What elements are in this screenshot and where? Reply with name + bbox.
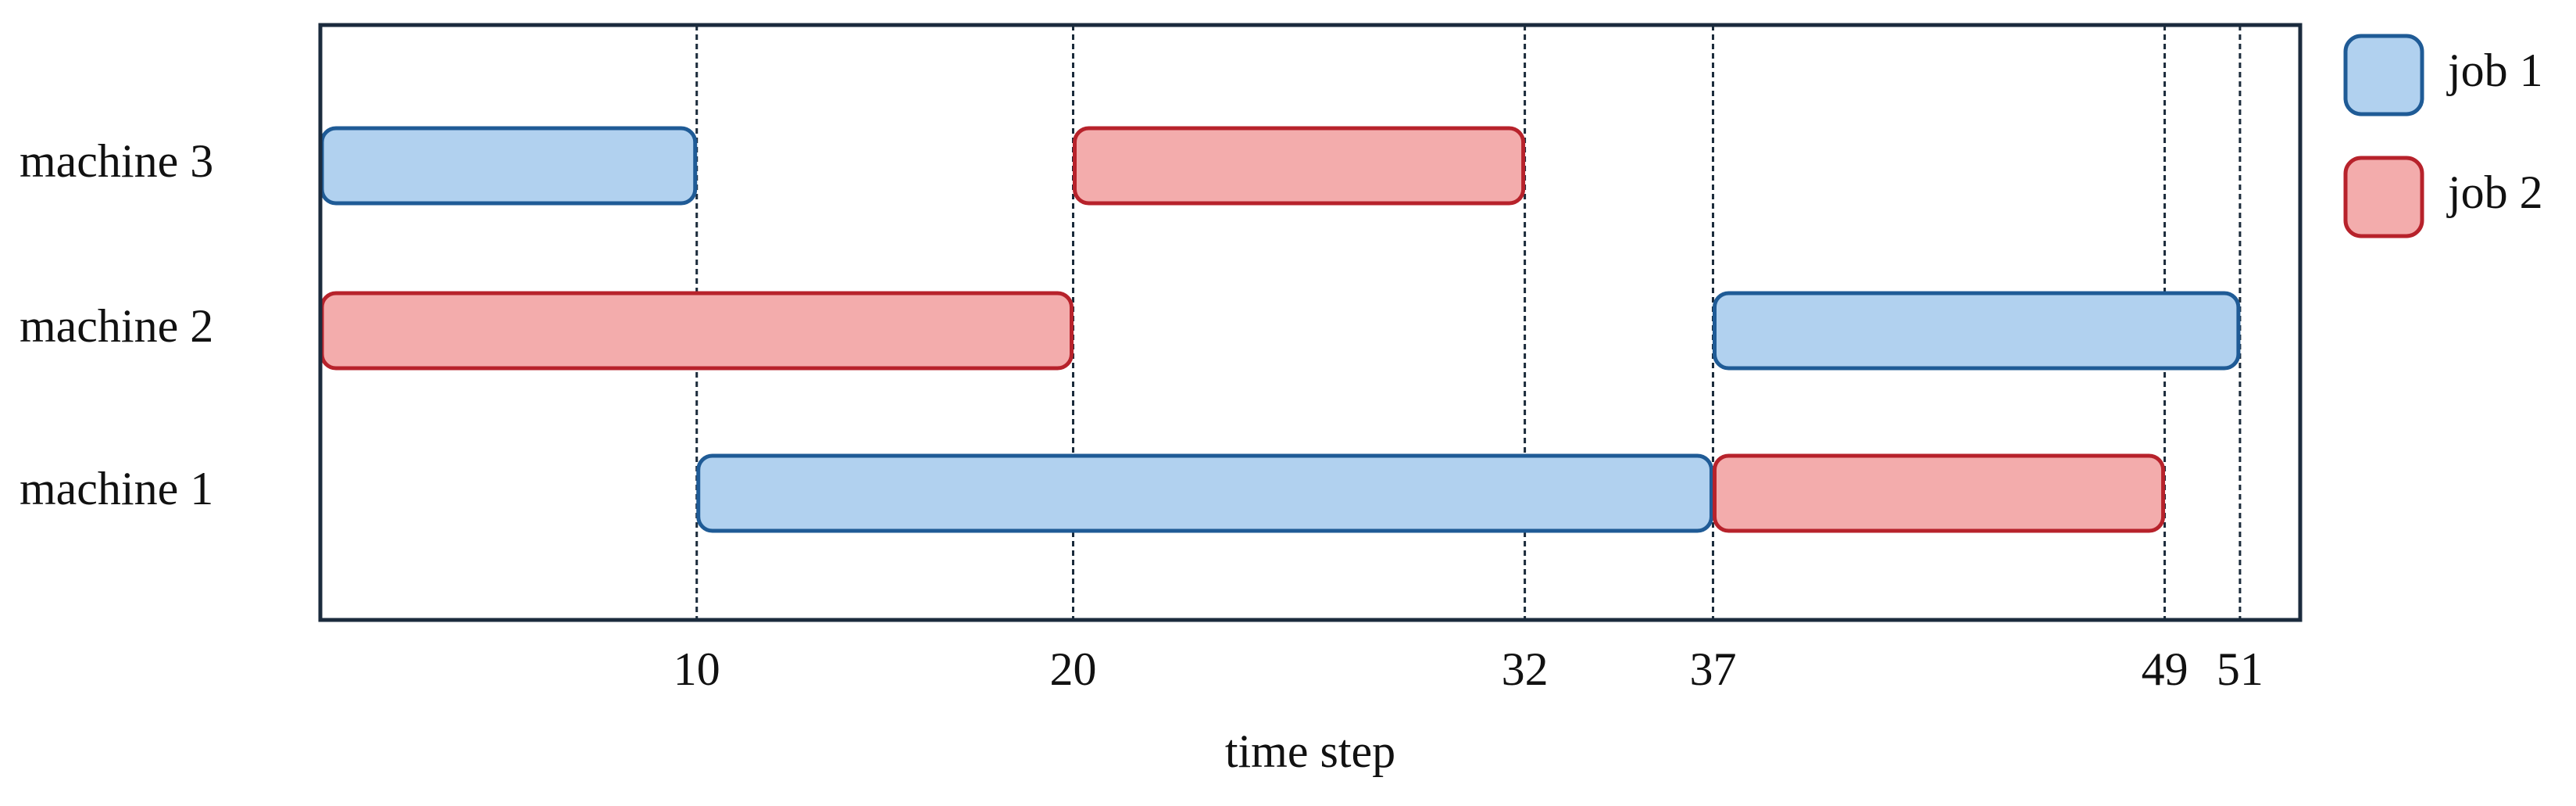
x-axis-title: time step (1225, 725, 1395, 777)
plot-frame (318, 23, 2303, 622)
task-bar (320, 291, 1074, 371)
x-tick-label: 51 (2217, 643, 2263, 695)
task-bar (696, 453, 1713, 533)
task-bar (1712, 291, 2241, 371)
x-tick-label: 20 (1049, 643, 1096, 695)
x-tick-label: 49 (2142, 643, 2188, 695)
legend-label: job 2 (2446, 167, 2543, 218)
task-bar (1712, 453, 2166, 533)
legend-swatch (2343, 156, 2424, 238)
task-bar (1072, 126, 1526, 206)
y-tick-label: machine 2 (20, 300, 213, 352)
legend-swatch (2343, 34, 2424, 116)
task-bar (320, 126, 698, 206)
y-tick-label: machine 3 (20, 135, 213, 187)
legend-label: job 1 (2446, 45, 2543, 96)
x-tick-label: 37 (1689, 643, 1736, 695)
x-tick-label: 10 (673, 643, 720, 695)
x-tick-label: 32 (1502, 643, 1549, 695)
y-tick-label: machine 1 (20, 463, 213, 514)
